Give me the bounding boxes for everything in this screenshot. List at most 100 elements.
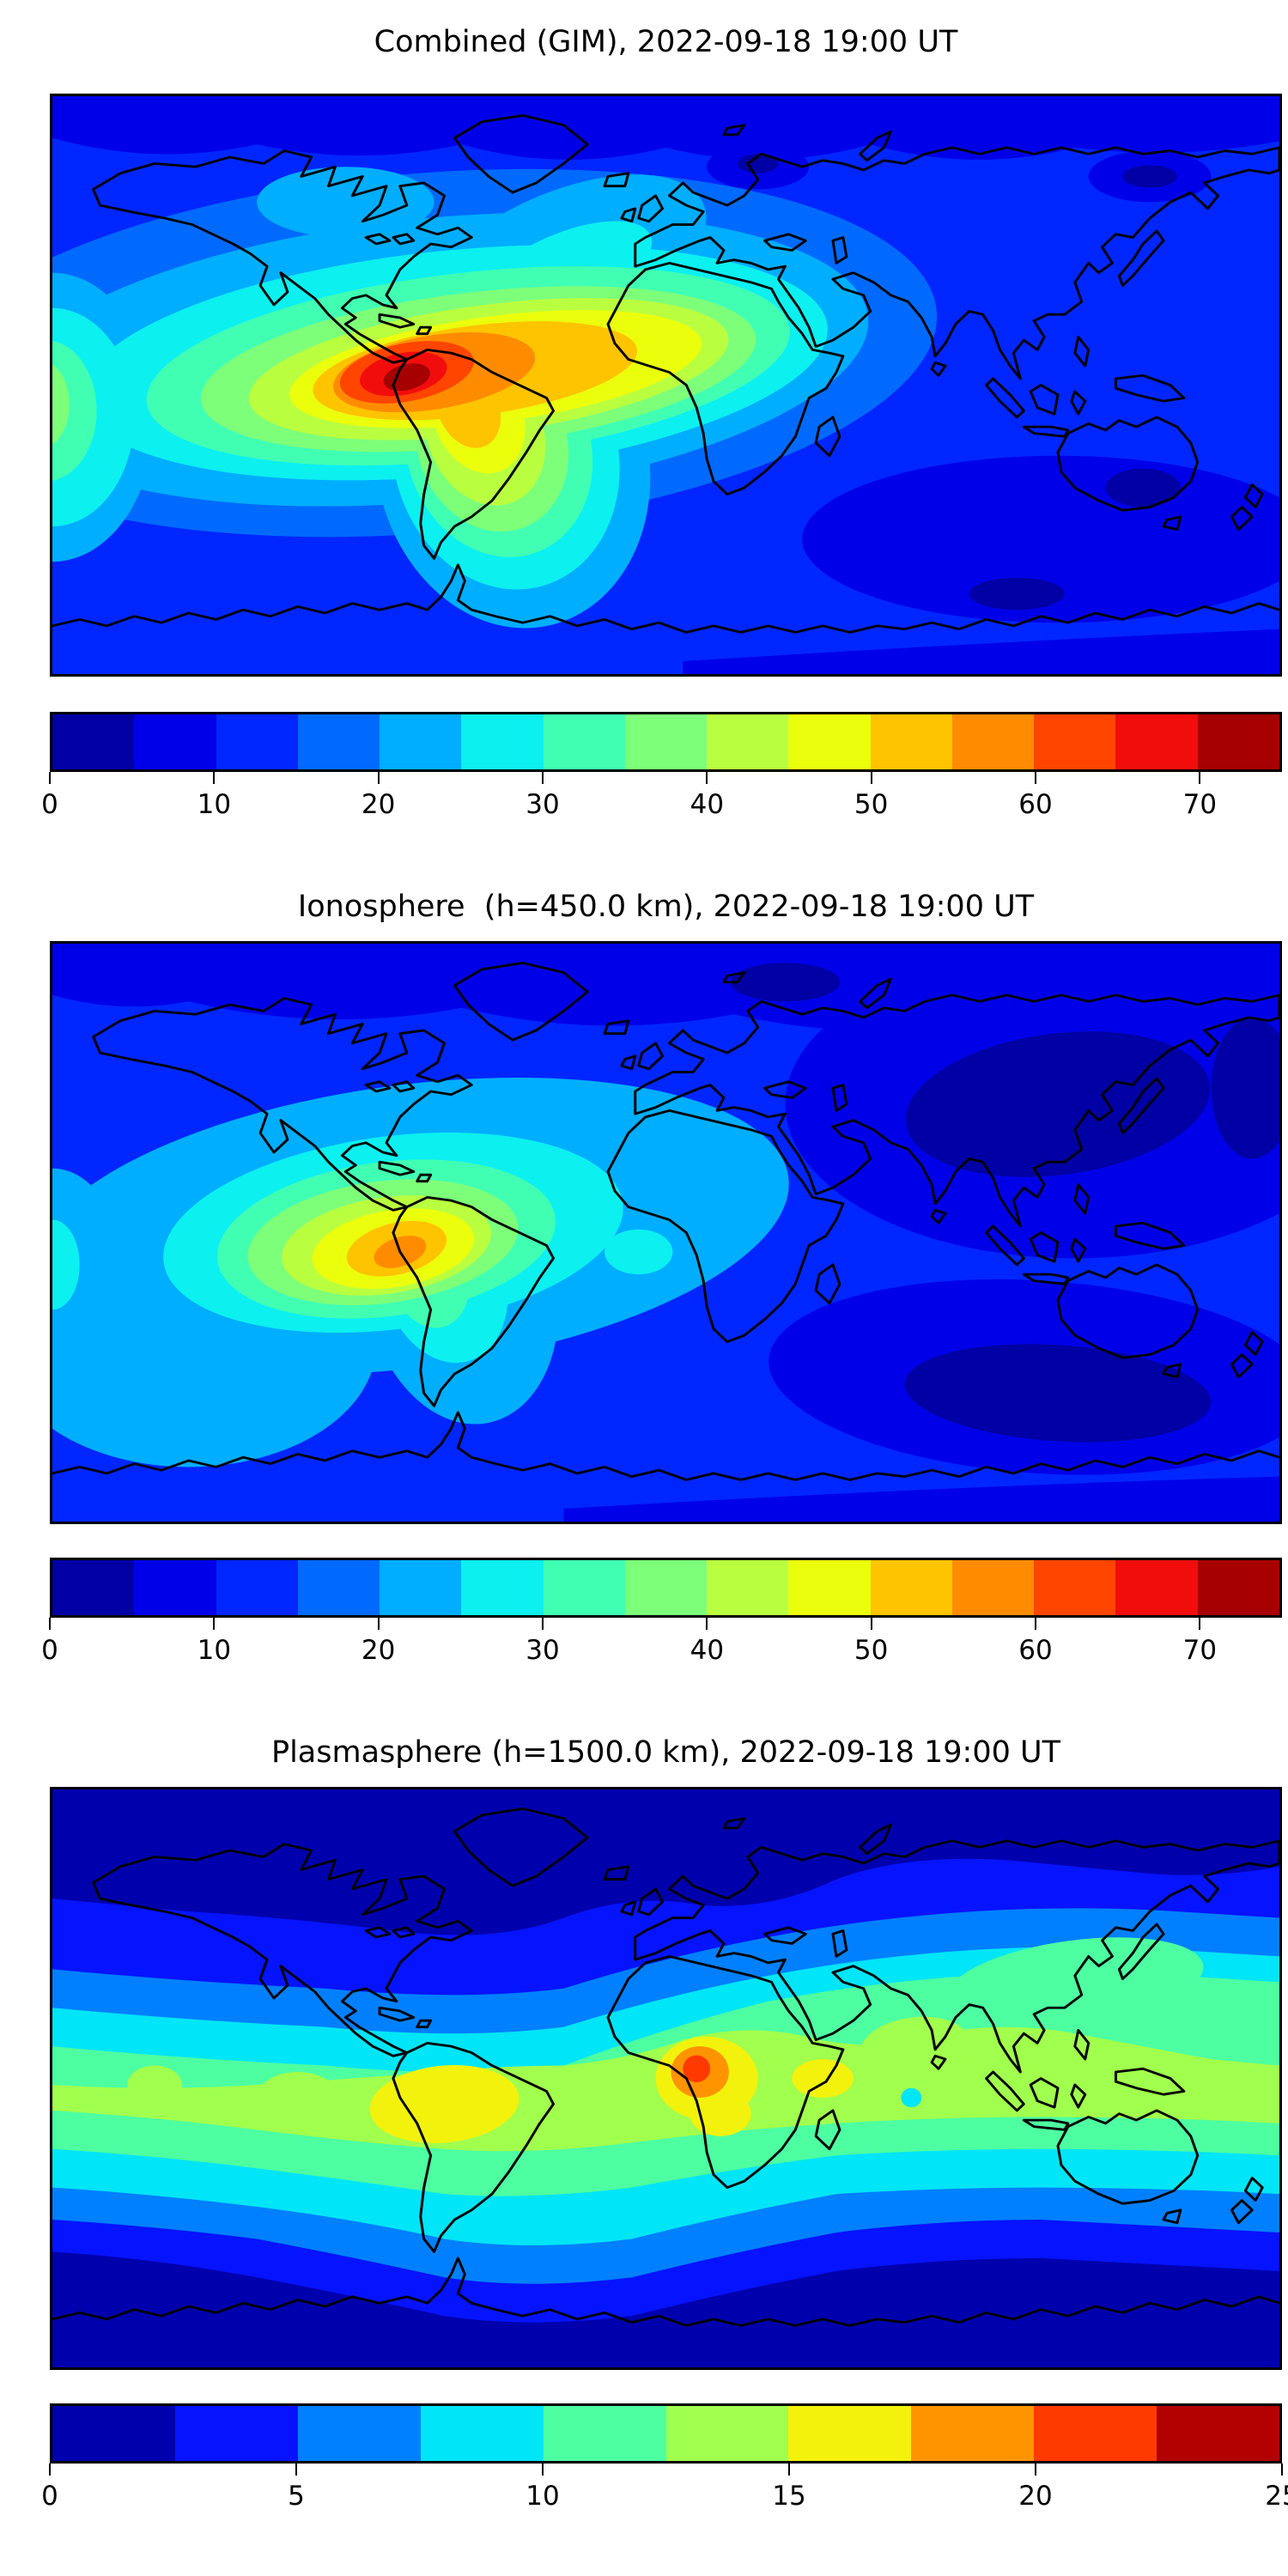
- colorbar-segment: [1197, 1560, 1279, 1615]
- contour-map-plasmasphere: [52, 1789, 1279, 2367]
- colorbar-tick: [1199, 772, 1201, 784]
- colorbar-tick-label: 15: [772, 2481, 806, 2512]
- colorbar-axis-ionosphere: 0 10 20 30 40 50 60 70: [41, 1618, 1282, 1695]
- colorbar-segment: [216, 714, 298, 769]
- colorbar-segment: [788, 1560, 871, 1615]
- colorbar-segment: [297, 714, 380, 769]
- colorbar-combined: [50, 712, 1282, 772]
- colorbar-tick-label: 0: [41, 2481, 58, 2512]
- colorbar-segment: [911, 2406, 1035, 2461]
- map-combined: [50, 94, 1282, 677]
- colorbar-segment: [1034, 714, 1116, 769]
- colorbar-tick-label: 30: [526, 1635, 560, 1666]
- colorbar-tick: [788, 2464, 790, 2476]
- colorbar-tick: [1035, 772, 1036, 784]
- colorbar-segment: [380, 714, 462, 769]
- colorbar-segment: [1034, 2406, 1157, 2461]
- colorbar-tick-label: 20: [1018, 2481, 1053, 2512]
- colorbar-segment: [1157, 2406, 1280, 2461]
- colorbar-segment: [134, 714, 216, 769]
- contour-map-combined: [52, 96, 1279, 674]
- colorbar-segment: [951, 1560, 1035, 1615]
- colorbar-tick-label: 70: [1182, 789, 1218, 820]
- colorbar-tick: [542, 1618, 544, 1630]
- colorbar-tick: [1035, 1618, 1036, 1630]
- colorbar-segment: [134, 1560, 216, 1615]
- colorbar-ionosphere: [50, 1558, 1282, 1618]
- colorbar-tick: [213, 772, 216, 784]
- colorbar-tick: [542, 772, 544, 784]
- colorbar-segment: [174, 2406, 298, 2461]
- colorbar-segment: [543, 2406, 666, 2461]
- colorbar-tick-label: 60: [1018, 1635, 1053, 1666]
- colorbar-segment: [1115, 1560, 1198, 1615]
- colorbar-segment: [870, 1560, 952, 1615]
- contour-field: [52, 96, 1279, 674]
- colorbar-segment: [1197, 714, 1279, 769]
- colorbar-segment: [52, 714, 135, 769]
- colorbar-tick-label: 20: [361, 1635, 396, 1666]
- colorbar-tick-label: 10: [197, 1635, 232, 1666]
- contour-field: [52, 1789, 1279, 2367]
- colorbar-tick-label: 0: [41, 1635, 58, 1666]
- colorbar-axis-combined: 0 10 20 30 40 50 60 70: [41, 772, 1282, 849]
- colorbar-segment: [707, 714, 789, 769]
- colorbar-axis-plasmasphere: 0 5 10 15 20 25: [41, 2464, 1288, 2541]
- colorbar-tick: [1281, 2464, 1283, 2476]
- colorbar-segment: [543, 714, 625, 769]
- panel-title-plasmasphere: Plasmasphere (h=1500.0 km), 2022-09-18 1…: [270, 1735, 1061, 1770]
- panel-title-combined: Combined (GIM), 2022-09-18 19:00 UT: [374, 25, 958, 59]
- colorbar-tick: [870, 772, 872, 784]
- colorbar-tick: [706, 1618, 708, 1630]
- contour-field: [52, 944, 1279, 1522]
- colorbar-segment: [380, 1560, 462, 1615]
- colorbar-tick-label: 70: [1182, 1635, 1218, 1666]
- colorbar-segment: [870, 714, 952, 769]
- colorbar-tick-label: 60: [1018, 789, 1053, 820]
- colorbar-tick-label: 50: [854, 1635, 889, 1666]
- colorbar-tick-label: 0: [41, 789, 58, 820]
- colorbar-tick-label: 10: [526, 2481, 560, 2512]
- colorbar-segment: [624, 1560, 708, 1615]
- colorbar-tick: [49, 2464, 51, 2476]
- colorbar-segment: [665, 2406, 789, 2461]
- colorbar-segment: [461, 1560, 544, 1615]
- colorbar-segment: [52, 2406, 175, 2461]
- colorbar-segment: [788, 2406, 912, 2461]
- colorbar-segment: [951, 714, 1035, 769]
- colorbar-tick: [542, 2464, 544, 2476]
- colorbar-tick-label: 20: [361, 789, 396, 820]
- colorbar-segment: [624, 714, 708, 769]
- colorbar-segment: [1034, 1560, 1116, 1615]
- colorbar-segment: [52, 1560, 135, 1615]
- colorbar-segment: [707, 1560, 789, 1615]
- colorbar-tick: [377, 772, 380, 784]
- colorbar-tick: [706, 772, 708, 784]
- colorbar-segment: [297, 2406, 421, 2461]
- colorbar-tick: [49, 1618, 51, 1630]
- colorbar-tick: [213, 1618, 216, 1630]
- colorbar-tick-label: 40: [690, 1635, 725, 1666]
- colorbar-segment: [297, 1560, 380, 1615]
- colorbar-tick-label: 40: [690, 789, 725, 820]
- colorbar-segment: [1115, 714, 1198, 769]
- contour-map-ionosphere: [52, 944, 1279, 1522]
- colorbar-segment: [543, 1560, 625, 1615]
- map-plasmasphere: [50, 1787, 1282, 2370]
- colorbar-tick-label: 25: [1265, 2481, 1288, 2512]
- colorbar-tick-label: 10: [197, 789, 232, 820]
- colorbar-tick: [49, 772, 51, 784]
- colorbar-tick-label: 50: [854, 789, 889, 820]
- colorbar-tick: [870, 1618, 872, 1630]
- map-ionosphere: [50, 941, 1282, 1524]
- colorbar-tick: [1199, 1618, 1201, 1630]
- colorbar-segment: [788, 714, 871, 769]
- colorbar-segment: [461, 714, 544, 769]
- panel-title-ionosphere: Ionosphere (h=450.0 km), 2022-09-18 19:0…: [297, 890, 1035, 924]
- colorbar-tick: [295, 2464, 297, 2476]
- colorbar-tick-label: 5: [288, 2481, 305, 2512]
- colorbar-tick-label: 30: [526, 789, 560, 820]
- colorbar-segment: [420, 2406, 544, 2461]
- colorbar-tick: [1035, 2464, 1036, 2476]
